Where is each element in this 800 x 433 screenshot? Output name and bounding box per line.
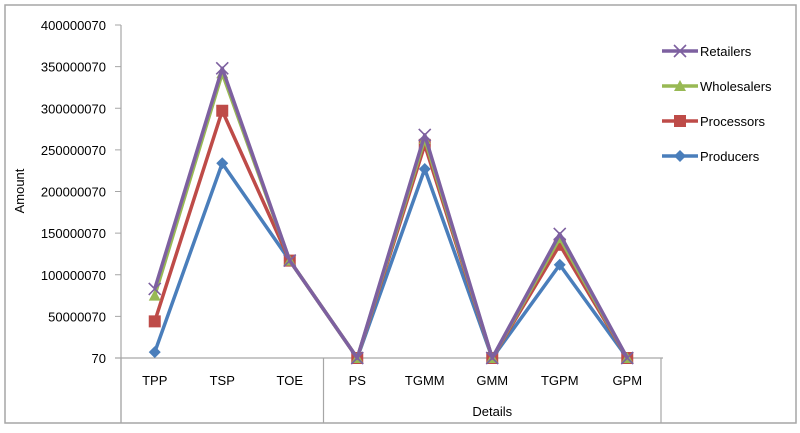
y-tick-label: 50000070 — [48, 309, 106, 324]
data-point — [148, 346, 161, 359]
y-tick-label: 70 — [92, 351, 106, 366]
data-point — [418, 163, 431, 176]
data-point — [216, 104, 229, 117]
legend-marker — [674, 115, 686, 127]
y-tick-label: 250000070 — [41, 143, 106, 158]
data-point — [148, 289, 161, 301]
legend-label: Wholesalers — [700, 79, 772, 94]
legend-item-producers: Producers — [662, 149, 760, 164]
legend-label: Retailers — [700, 44, 752, 59]
data-point — [418, 128, 432, 142]
x-tick-label: GMM — [476, 373, 508, 388]
data-point — [485, 351, 499, 365]
data-point — [148, 282, 162, 296]
y-tick-label: 350000070 — [41, 60, 106, 75]
series-line — [153, 161, 629, 360]
y-tick-label: 150000070 — [41, 226, 106, 241]
legend-marker — [673, 44, 687, 58]
x-tick-label: TPP — [142, 373, 167, 388]
data-point — [350, 351, 364, 365]
x-tick-label: TGPM — [541, 373, 579, 388]
y-tick-label: 300000070 — [41, 101, 106, 116]
legend-item-retailers: Retailers — [662, 44, 752, 59]
data-point — [553, 227, 567, 241]
legend: Retailers Wholesalers Processors Producers — [662, 44, 772, 164]
x-tick-label: TGMM — [405, 373, 445, 388]
x-tick-label: GPM — [612, 373, 642, 388]
x-tick-label: TSP — [210, 373, 235, 388]
y-tick-label: 100000070 — [41, 268, 106, 283]
y-axis: 70 50000070 100000070 150000070 200000070 250… — [41, 18, 122, 423]
series-line — [153, 66, 629, 360]
x-tick-label: TOE — [277, 373, 304, 388]
y-axis-title: Amount — [12, 168, 27, 213]
series-retailers — [148, 61, 634, 365]
legend-marker — [674, 150, 686, 162]
data-point — [283, 254, 297, 268]
data-point — [216, 157, 229, 170]
y-tick-label: 200000070 — [41, 185, 106, 200]
x-tick-label: PS — [349, 373, 367, 388]
x-axis: TPP TSP TOE PS TGMM GMM TGPM GPM Details — [115, 357, 663, 423]
data-point — [215, 61, 229, 75]
series-layer — [148, 61, 634, 365]
legend-item-processors: Processors — [662, 114, 766, 129]
legend-label: Processors — [700, 114, 766, 129]
data-point — [620, 351, 634, 365]
data-point — [148, 315, 161, 328]
legend-label: Producers — [700, 149, 760, 164]
data-point — [553, 258, 566, 271]
legend-marker — [674, 80, 686, 91]
x-group-label: Details — [472, 404, 512, 419]
legend-item-wholesalers: Wholesalers — [662, 79, 772, 94]
y-tick-label: 400000070 — [41, 18, 106, 33]
